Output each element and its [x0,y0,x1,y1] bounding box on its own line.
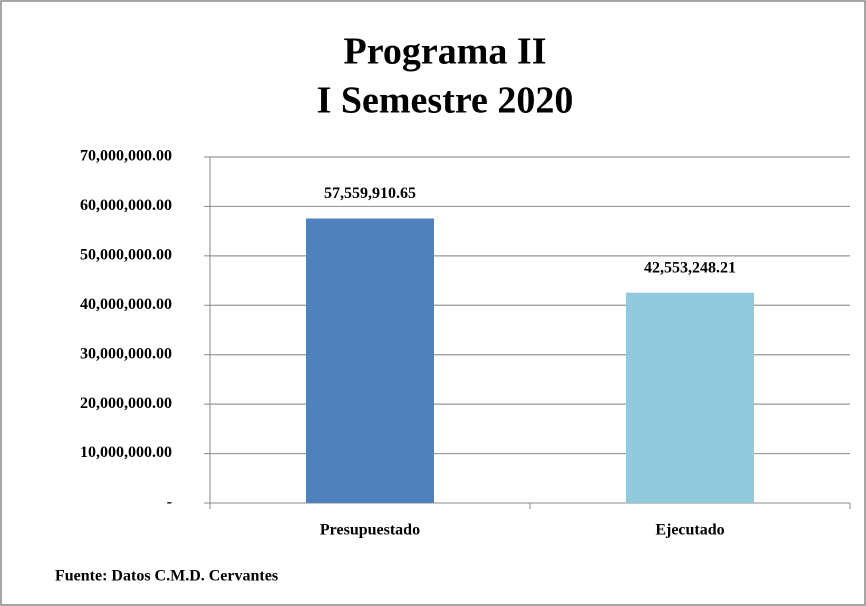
y-tick-label: 60,000,000.00 [80,197,172,214]
y-tick-label: 50,000,000.00 [80,247,172,264]
y-tick-label: - [167,494,172,511]
bar [306,218,434,504]
y-tick-label: 40,000,000.00 [80,296,172,313]
bar [626,292,754,503]
x-tick-label: Ejecutado [655,522,724,539]
y-tick-label: 20,000,000.00 [80,395,172,412]
chart-title: I Semestre 2020 [317,80,574,122]
y-tick-label: 30,000,000.00 [80,345,172,362]
x-tick-label: Presupuestado [320,522,420,539]
data-label: 57,559,910.65 [324,185,416,202]
y-tick-label: 10,000,000.00 [80,444,172,461]
source-note: Fuente: Datos C.M.D. Cervantes [55,568,278,585]
y-tick-label: 70,000,000.00 [80,148,172,165]
data-label: 42,553,248.21 [644,259,736,276]
chart-title: Programa II [344,31,547,73]
